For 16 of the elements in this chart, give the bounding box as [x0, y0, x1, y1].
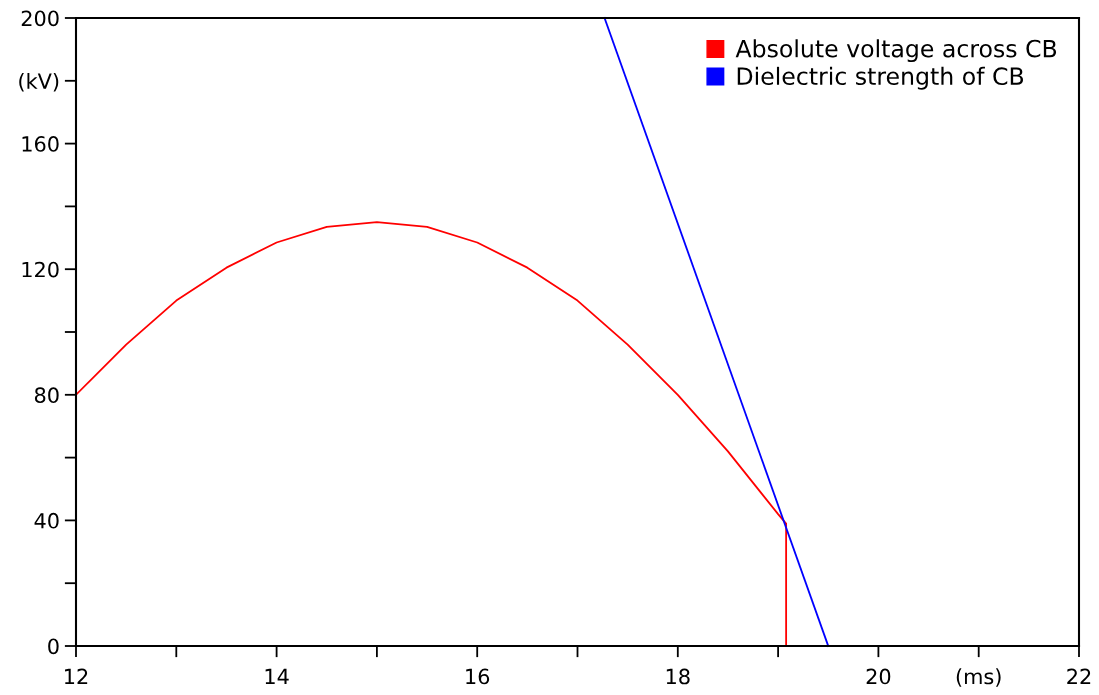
- x-tick-label: 22: [1067, 668, 1091, 685]
- x-tick-label: 14: [265, 668, 289, 685]
- y-tick-label: 40: [34, 512, 59, 529]
- y-tick-label: 120: [22, 261, 59, 278]
- x-tick-label: 12: [65, 668, 88, 685]
- x-tick-label: (ms): [956, 668, 1001, 687]
- legend-label: Absolute voltage across CB: [735, 39, 1057, 63]
- x-tick-label: 20: [866, 668, 891, 685]
- y-tick-label: 200: [21, 10, 59, 27]
- y-tick-label: 0: [48, 638, 59, 655]
- x-tick-label: 16: [466, 668, 490, 685]
- x-tick-label: 18: [666, 668, 690, 685]
- y-tick-label: 80: [34, 387, 59, 404]
- legend-label: Dielectric strength of CB: [737, 66, 1024, 90]
- y-tick-label: 160: [22, 136, 59, 152]
- y-tick-label: (kV): [19, 72, 59, 92]
